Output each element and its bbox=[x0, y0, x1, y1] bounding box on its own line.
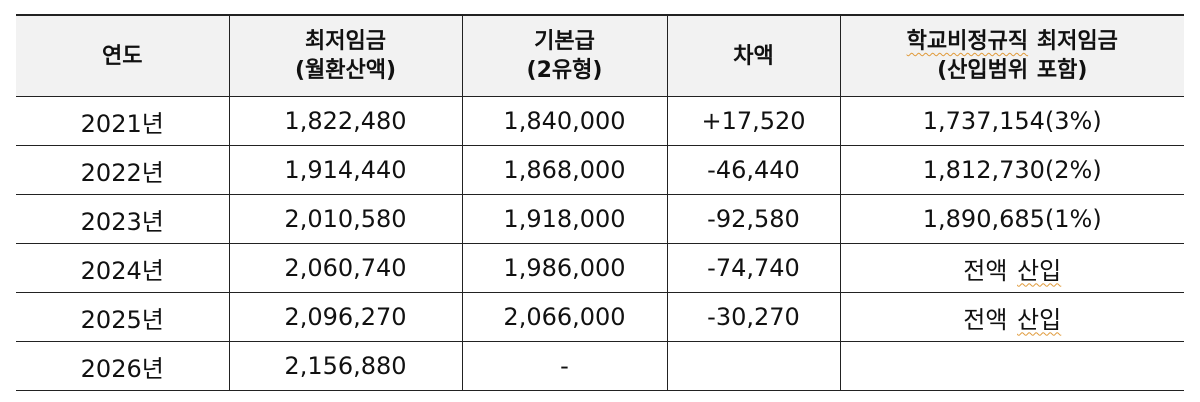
cell-diff: -46,440 bbox=[666, 145, 841, 195]
cell-year: 2021년 bbox=[16, 96, 230, 146]
header-base-pay-sub: (2유형) bbox=[526, 58, 603, 83]
header-min-wage: 최저임금 (월환산액) bbox=[228, 14, 463, 97]
cell-school-word-a: 전액 bbox=[963, 256, 1008, 285]
cell-year: 2025년 bbox=[16, 292, 230, 342]
cell-school-min-wage: 1,737,154(3%) bbox=[839, 96, 1184, 146]
cell-min-wage: 2,156,880 bbox=[228, 341, 463, 391]
cell-diff: -92,580 bbox=[666, 194, 841, 244]
header-school-line1: 학교비정규직 최저임금 bbox=[841, 27, 1185, 56]
cell-min-wage: 2,010,580 bbox=[228, 194, 463, 244]
minimum-wage-table: 연도 최저임금 (월환산액) 기본급 (2유형) 차액 학교비정규직 최저임금 (… bbox=[16, 14, 1184, 391]
cell-diff: -74,740 bbox=[666, 243, 841, 293]
cell-year: 2022년 bbox=[16, 145, 230, 195]
header-row: 연도 최저임금 (월환산액) 기본급 (2유형) 차액 학교비정규직 최저임금 (… bbox=[16, 14, 1185, 97]
cell-school-word-a: 전액 bbox=[963, 305, 1008, 334]
cell-min-wage: 2,096,270 bbox=[228, 292, 463, 342]
table-row: 2023년 2,010,580 1,918,000 -92,580 1,890,… bbox=[16, 194, 1184, 244]
cell-base-pay: 1,868,000 bbox=[461, 145, 668, 195]
table-row: 2026년 2,156,880 - bbox=[16, 341, 1184, 391]
cell-school-min-wage bbox=[839, 341, 1184, 391]
header-base-pay: 기본급 (2유형) bbox=[461, 14, 668, 97]
cell-base-pay: 1,840,000 bbox=[461, 96, 668, 146]
cell-school-min-wage: 1,890,685(1%) bbox=[839, 194, 1184, 244]
cell-school-word-b: 산입 bbox=[1017, 305, 1062, 334]
header-year: 연도 bbox=[16, 14, 230, 97]
header-diff: 차액 bbox=[666, 14, 841, 97]
table-container: 연도 최저임금 (월환산액) 기본급 (2유형) 차액 학교비정규직 최저임금 (… bbox=[16, 14, 1184, 391]
cell-school-word-b: 산입 bbox=[1017, 256, 1062, 285]
header-school-line2: (산입범위 포함) bbox=[841, 56, 1185, 85]
table-row: 2022년 1,914,440 1,868,000 -46,440 1,812,… bbox=[16, 145, 1184, 195]
cell-diff bbox=[666, 341, 841, 391]
cell-diff: -30,270 bbox=[666, 292, 841, 342]
cell-base-pay: 1,918,000 bbox=[461, 194, 668, 244]
cell-min-wage: 1,822,480 bbox=[228, 96, 463, 146]
cell-base-pay: 1,986,000 bbox=[461, 243, 668, 293]
cell-min-wage: 1,914,440 bbox=[228, 145, 463, 195]
header-min-wage-label: 최저임금 bbox=[305, 29, 386, 54]
table-row: 2024년 2,060,740 1,986,000 -74,740 전액 산입 bbox=[16, 243, 1184, 293]
cell-base-pay: 2,066,000 bbox=[461, 292, 668, 342]
cell-year: 2023년 bbox=[16, 194, 230, 244]
header-min-wage-sub: (월환산액) bbox=[294, 58, 397, 83]
cell-year: 2024년 bbox=[16, 243, 230, 293]
cell-min-wage: 2,060,740 bbox=[228, 243, 463, 293]
header-school-min-wage: 학교비정규직 최저임금 (산입범위 포함) bbox=[839, 14, 1185, 97]
header-school-sub-a: (산입범위 bbox=[937, 58, 1029, 83]
cell-school-min-wage: 1,812,730(2%) bbox=[839, 145, 1184, 195]
header-diff-label: 차액 bbox=[733, 43, 774, 69]
cell-school-min-wage: 전액 산입 bbox=[839, 243, 1184, 293]
cell-school-min-wage: 전액 산입 bbox=[839, 292, 1184, 342]
cell-base-pay: - bbox=[461, 341, 668, 391]
header-school-word-b: 최저임금 bbox=[1036, 29, 1118, 54]
cell-year: 2026년 bbox=[16, 341, 230, 391]
table-row: 2025년 2,096,270 2,066,000 -30,270 전액 산입 bbox=[16, 292, 1184, 342]
table-row: 2021년 1,822,480 1,840,000 +17,520 1,737,… bbox=[16, 96, 1184, 146]
header-school-word-a: 학교비정규직 bbox=[906, 29, 1029, 54]
cell-diff: +17,520 bbox=[666, 96, 841, 146]
header-school-sub-b: 포함) bbox=[1036, 58, 1088, 83]
header-year-label: 연도 bbox=[102, 43, 143, 69]
header-base-pay-label: 기본급 bbox=[534, 29, 595, 54]
